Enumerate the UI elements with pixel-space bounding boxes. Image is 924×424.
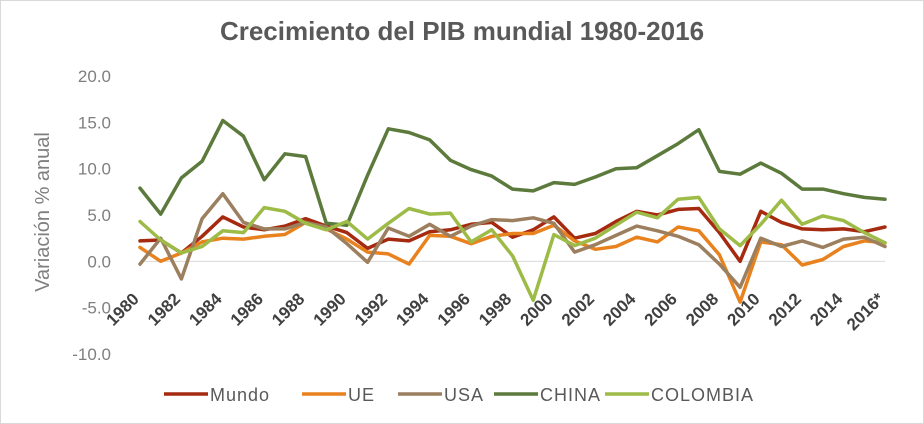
x-tick-label: 1982 <box>144 289 184 329</box>
series-lines <box>138 118 887 304</box>
x-tick-label: 1984 <box>185 289 226 330</box>
x-axis-ticks: 1980 1982 1984 1986 1988 1990 1992 1994 1996 1998… <box>103 289 888 334</box>
x-tick-label: 1996 <box>434 289 474 329</box>
legend-item-ue: UE <box>302 385 375 405</box>
x-tick-label: 2010 <box>723 289 763 329</box>
x-tick-label: 1988 <box>268 289 308 329</box>
x-tick-label: 1994 <box>392 289 433 330</box>
legend-label: Mundo <box>210 385 270 405</box>
legend-item-colombia: COLOMBIA <box>605 385 754 405</box>
legend-label: UE <box>348 385 375 405</box>
legend-label: COLOMBIA <box>651 385 754 405</box>
y-tick-label: 5.0 <box>87 206 111 225</box>
x-tick-label: 1990 <box>310 289 350 329</box>
y-tick-label: 15.0 <box>78 113 111 132</box>
x-tick-label: 2016* <box>843 289 888 334</box>
x-tick-label: 2008 <box>682 289 722 329</box>
series-line-china <box>138 118 887 227</box>
x-tick-label: 2000 <box>517 289 557 329</box>
y-tick-label: -10.0 <box>72 345 111 364</box>
series-line-colombia <box>138 195 887 303</box>
legend-label: USA <box>444 385 484 405</box>
y-axis-label: Variación % anual <box>32 132 54 292</box>
x-tick-label: 2012 <box>765 289 805 329</box>
legend: Mundo UE USA CHINA COLOMBIA <box>164 385 754 405</box>
legend-item-usa: USA <box>398 385 484 405</box>
x-tick-label: 1986 <box>227 289 267 329</box>
x-tick-label: 1992 <box>351 289 391 329</box>
legend-label: CHINA <box>540 385 601 405</box>
x-tick-label: 2014 <box>806 289 847 330</box>
chart-title: Crecimiento del PIB mundial 1980-2016 <box>220 16 704 46</box>
x-tick-label: 2006 <box>641 289 681 329</box>
x-tick-label: 1980 <box>103 289 143 329</box>
y-tick-label: 20.0 <box>78 67 111 86</box>
series-line-usa <box>138 191 887 290</box>
y-tick-label: 0.0 <box>87 252 111 271</box>
legend-item-china: CHINA <box>494 385 601 405</box>
x-tick-label: 1998 <box>475 289 515 329</box>
y-axis-ticks: 20.0 15.0 10.0 5.0 0.0 -5.0 -10.0 <box>72 67 111 364</box>
legend-item-mundo: Mundo <box>164 385 270 405</box>
x-tick-label: 2004 <box>599 289 640 330</box>
y-tick-label: 10.0 <box>78 160 111 179</box>
x-tick-label: 2002 <box>558 289 598 329</box>
y-tick-label: -5.0 <box>82 299 111 318</box>
